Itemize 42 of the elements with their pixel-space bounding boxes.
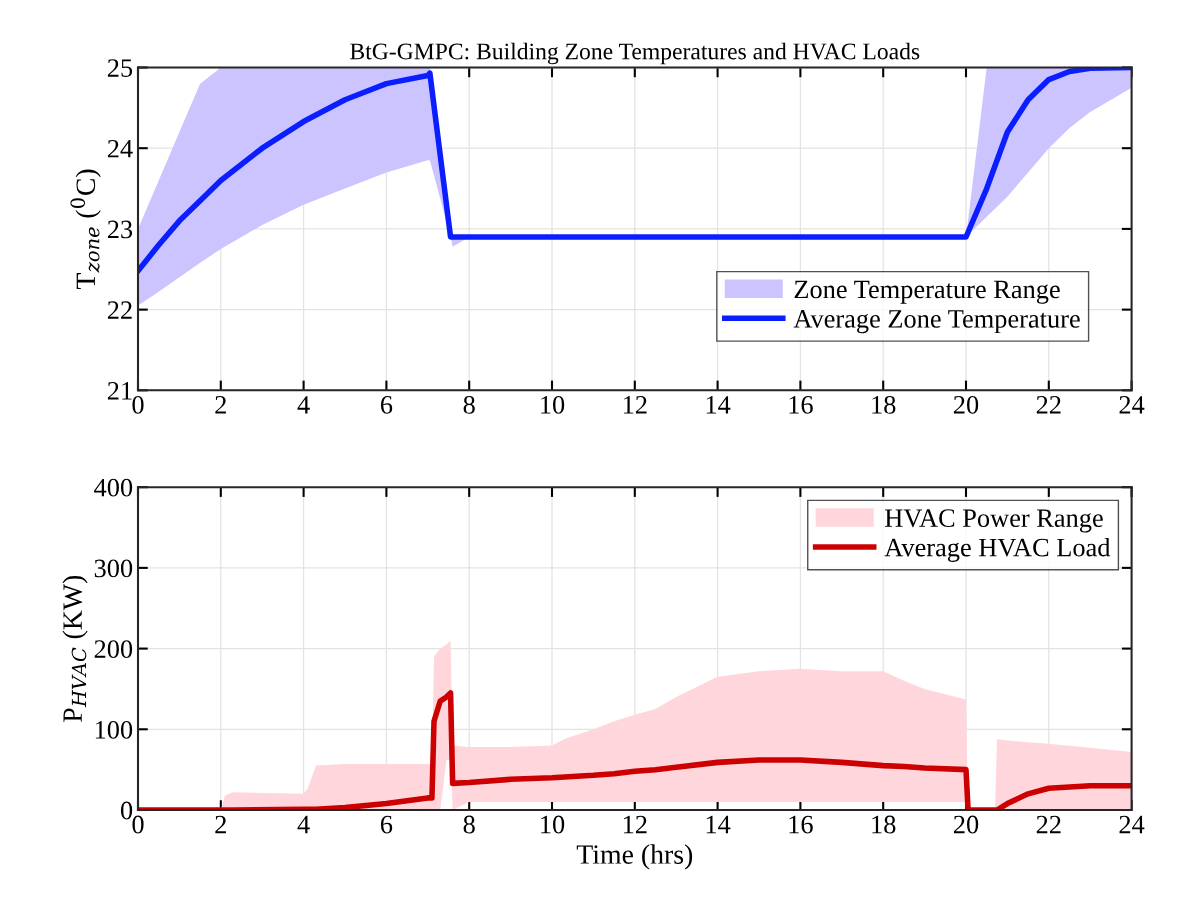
y-tick-label: 25 [107,59,133,77]
x-tick-label: 18 [872,395,896,414]
y-tick-label: 0 [120,801,133,820]
x-tick-label: 16 [789,396,813,414]
x-axis-title: Time (hrs) [576,844,693,870]
y-tick-label: 22 [107,301,132,319]
legend-label: Average Zone Temperature [793,310,1080,334]
x-tick-label: 24 [1119,396,1145,414]
x-tick-label: 20 [953,815,979,834]
y-axis-title: P$_{HVAC}$ (KW) [62,575,88,722]
y-tick-label: 100 [95,720,133,739]
legend-label: Average HVAC Load [884,537,1111,562]
x-tick-label: 6 [380,396,393,414]
x-tick-label: 10 [541,395,565,414]
x-tick-label: 12 [623,396,647,414]
y-tick-label: 400 [94,478,133,497]
x-tick-label: 14 [706,396,731,414]
x-tick-label: 22 [1036,396,1061,414]
y-tick-label: 21 [107,382,132,400]
x-tick-label: 20 [953,395,979,414]
x-tick-label: 12 [623,815,647,834]
y-tick-label: 23 [107,220,133,239]
x-tick-label: 24 [1119,815,1145,834]
y-tick-label: 24 [107,139,133,158]
x-tick-label: 18 [872,815,896,834]
x-tick-label: 14 [706,815,731,834]
x-tick-label: 4 [297,815,310,834]
x-tick-label: 6 [380,815,393,834]
y-axis-title: T$_{zone}$ ($^{0}$C) [70,169,101,290]
x-tick-label: 2 [215,815,226,834]
y-tick-label: 300 [94,559,133,578]
x-tick-label: 2 [215,396,226,414]
x-tick-label: 8 [463,815,475,834]
x-tick-label: 10 [541,815,565,834]
legend-label: HVAC Power Range [885,509,1103,533]
x-tick-label: 22 [1036,815,1061,834]
legend-label: Zone Temperature Range [794,280,1060,304]
chart-title: BtG-GMPC: Building Zone Temperatures and HVAC Loads [350,42,920,65]
x-tick-label: 4 [297,396,310,414]
y-tick-label: 200 [94,640,133,658]
x-tick-label: 16 [789,815,813,834]
x-tick-label: 8 [463,395,475,414]
